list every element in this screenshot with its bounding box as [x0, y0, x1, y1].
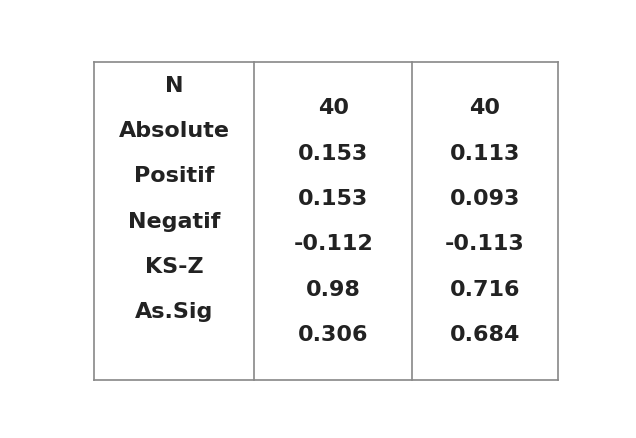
Text: 0.306: 0.306 [298, 325, 369, 344]
Text: 0.153: 0.153 [298, 189, 368, 208]
Text: 40: 40 [318, 98, 349, 118]
Text: 0.716: 0.716 [450, 279, 520, 299]
Text: 0.684: 0.684 [450, 325, 520, 344]
Text: 0.98: 0.98 [306, 279, 361, 299]
Text: 40: 40 [469, 98, 501, 118]
Text: N: N [165, 75, 184, 95]
Text: Absolute: Absolute [119, 120, 230, 141]
Text: 0.153: 0.153 [298, 143, 368, 163]
Text: Negatif: Negatif [128, 211, 221, 231]
Text: As.Sig: As.Sig [135, 302, 214, 322]
Text: Positif: Positif [134, 166, 214, 186]
Text: -0.113: -0.113 [445, 234, 525, 254]
Text: 0.093: 0.093 [450, 189, 520, 208]
Text: KS-Z: KS-Z [145, 257, 204, 276]
Text: 0.113: 0.113 [450, 143, 520, 163]
Text: -0.112: -0.112 [293, 234, 373, 254]
